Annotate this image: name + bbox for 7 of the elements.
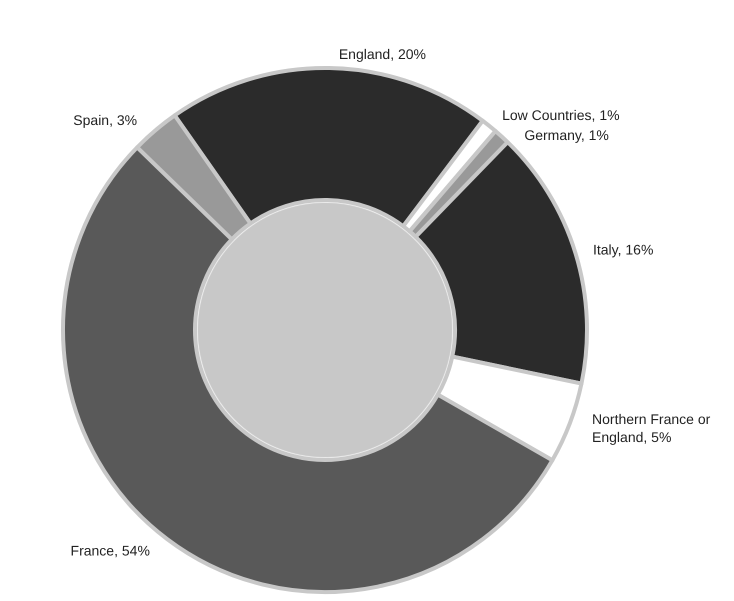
slice-label: Northern France or England, 5%	[592, 411, 714, 446]
slice-label: Italy, 16%	[592, 241, 654, 258]
slice-label: Low Countries, 1%	[502, 106, 620, 123]
slice-label: England, 20%	[338, 46, 426, 62]
slice-label: Spain, 3%	[73, 112, 138, 128]
slice-label: Germany, 1%	[524, 126, 609, 143]
slice-label: France, 54%	[70, 542, 150, 558]
